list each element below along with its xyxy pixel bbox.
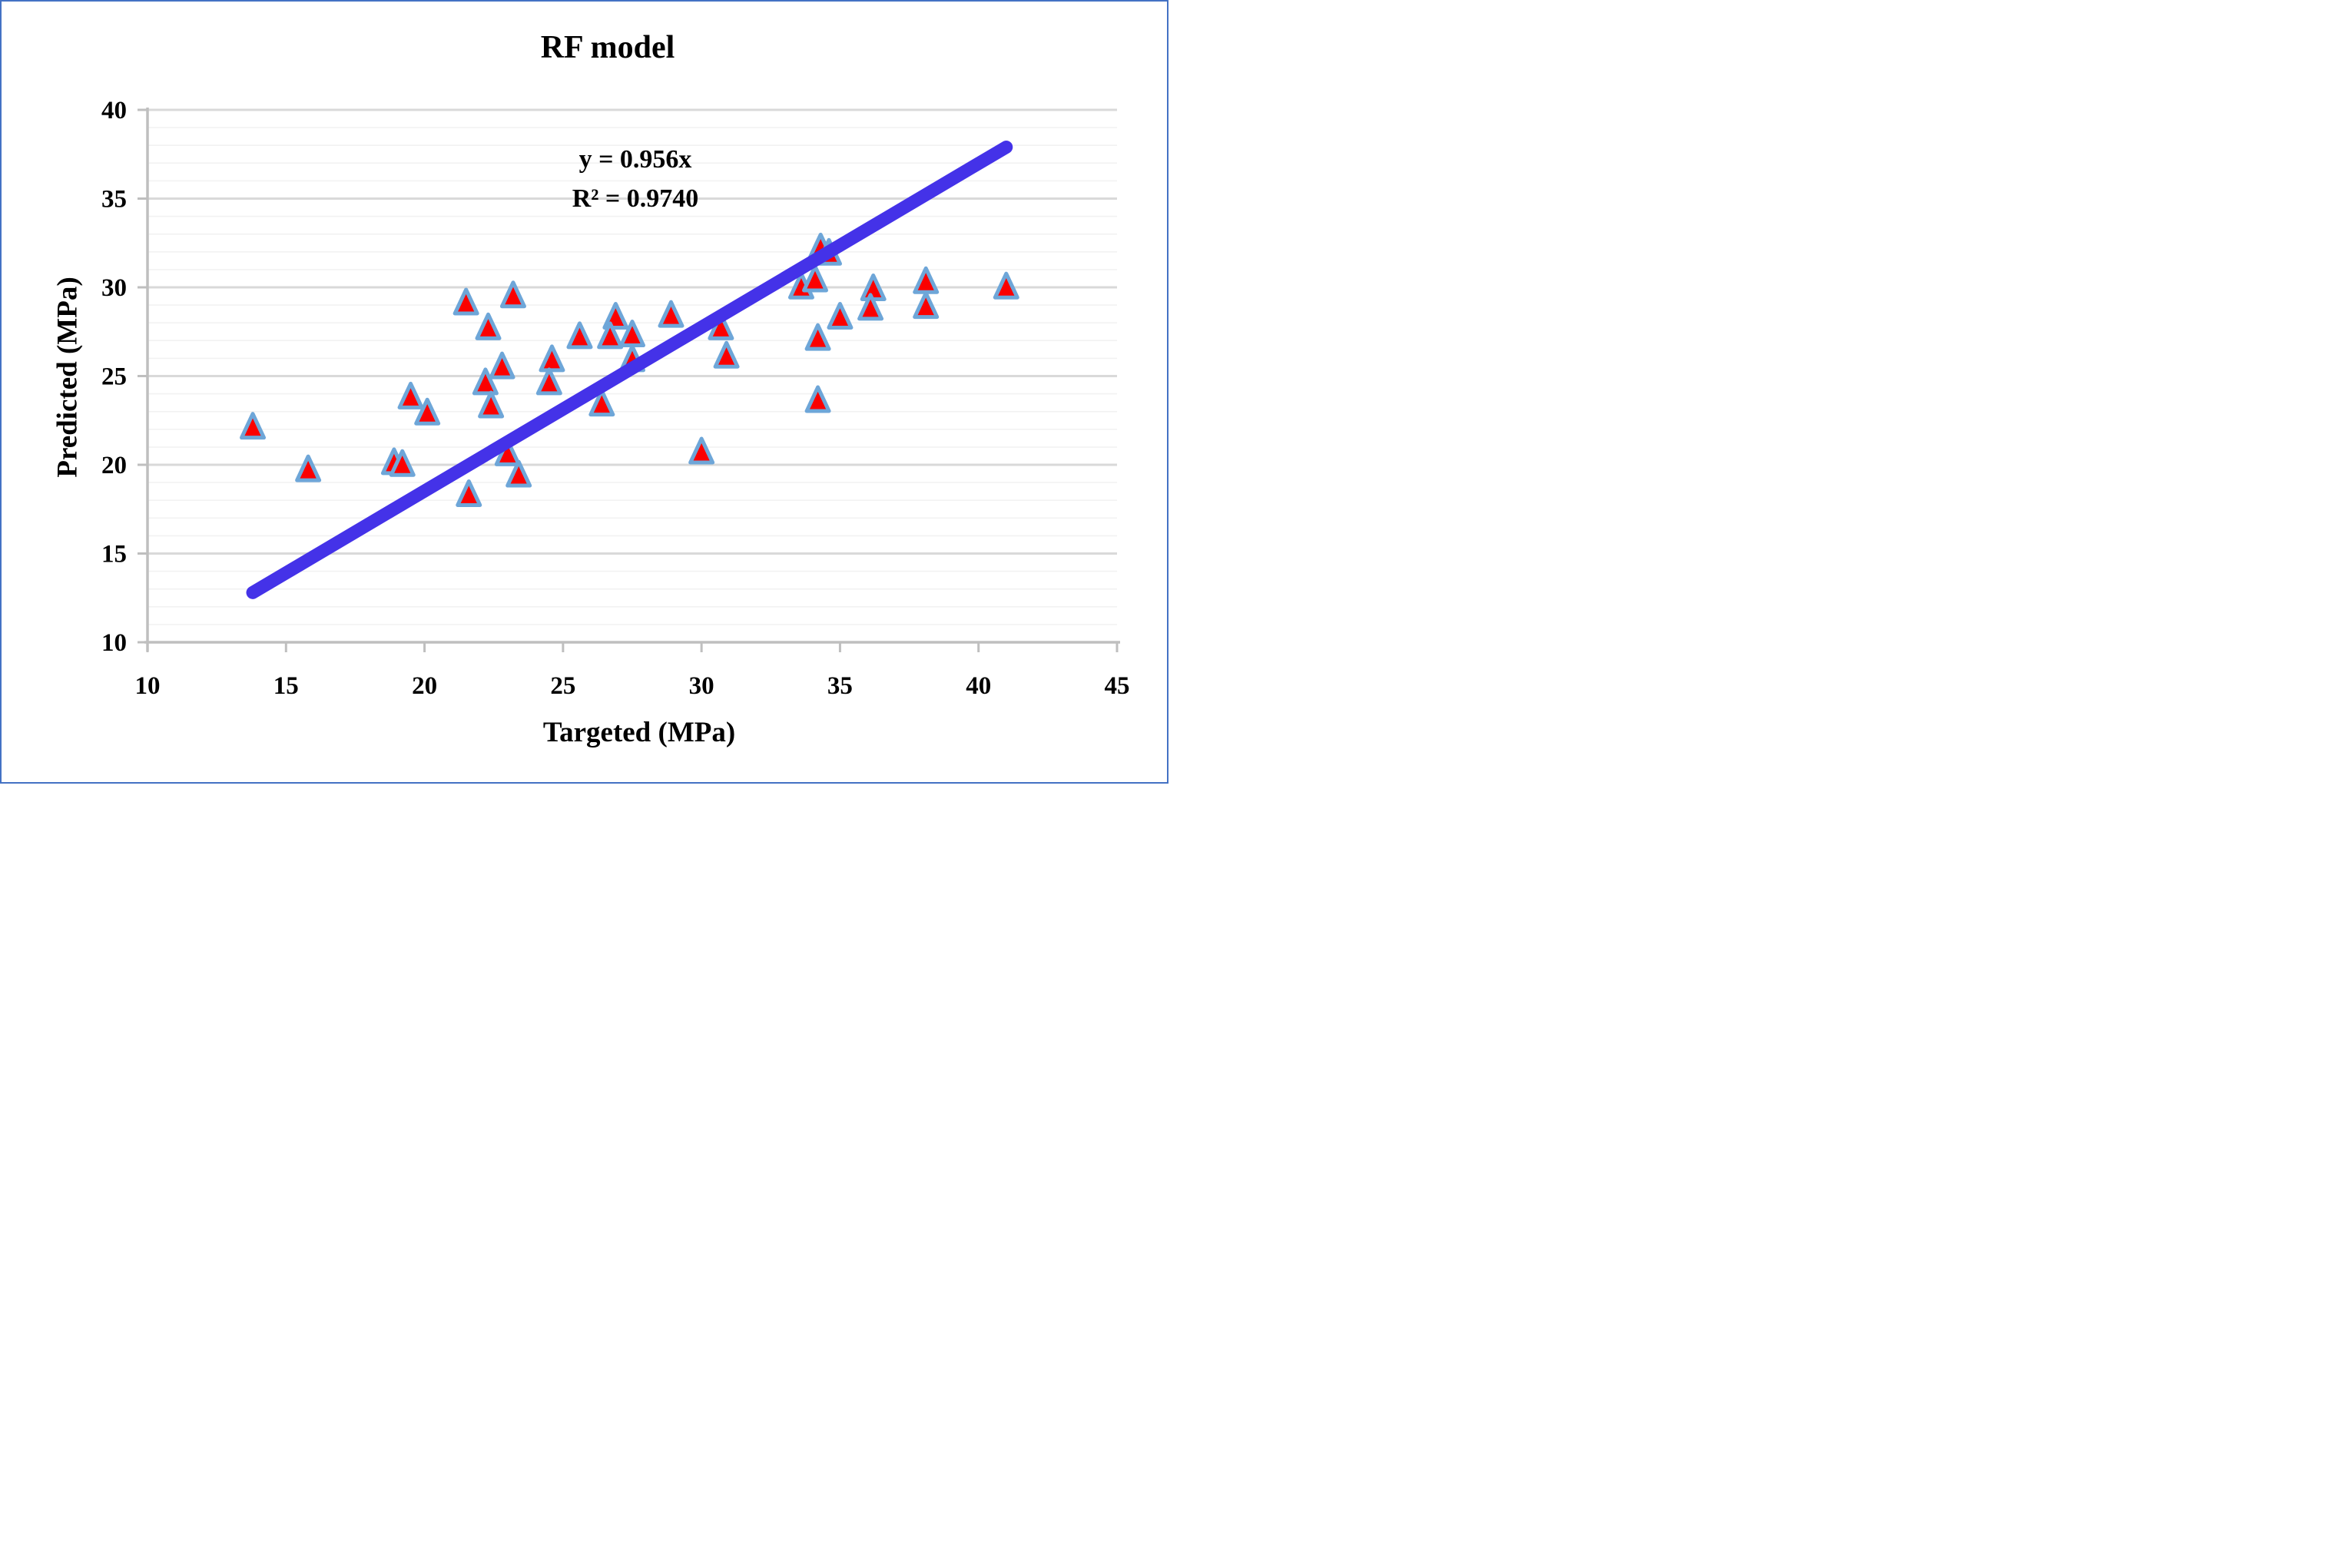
scatter-plot-area: 10 15 20 25 30 35 40 45 10 15 20 25 30 35 40 <box>101 97 1130 700</box>
data-point-marker <box>397 381 424 409</box>
x-tick-label: 35 <box>827 672 853 700</box>
y-tick-label: 35 <box>101 186 127 214</box>
data-point-marker <box>688 436 715 465</box>
y-tick-label: 40 <box>101 97 127 124</box>
data-point-marker <box>535 367 562 396</box>
x-tick-label: 25 <box>550 672 575 700</box>
chart-title: RF model <box>540 30 675 65</box>
y-tick-label: 25 <box>101 363 127 391</box>
chart-figure: 10 15 20 25 30 35 40 45 10 15 20 25 30 35 40 RF model … <box>0 0 1168 784</box>
data-point-marker <box>801 264 828 293</box>
x-tick-label: 15 <box>273 672 299 700</box>
data-point-marker <box>295 454 322 482</box>
data-point-marker <box>472 367 499 396</box>
data-point-marker <box>478 390 505 419</box>
data-point-marker <box>240 412 267 440</box>
data-point-marker <box>566 321 593 350</box>
data-point-marker <box>913 266 940 294</box>
trendline <box>246 141 1013 599</box>
data-point-marker <box>827 301 854 330</box>
data-point-marker <box>804 323 831 351</box>
y-tick-label: 10 <box>101 629 127 657</box>
y-tick-label: 20 <box>101 452 127 479</box>
data-point-marker <box>456 479 482 507</box>
x-tick-label: 20 <box>412 672 437 700</box>
data-point-marker <box>539 344 565 373</box>
data-point-marker <box>713 340 740 369</box>
x-tick-label: 30 <box>689 672 714 700</box>
data-point-marker <box>506 459 532 488</box>
data-point-marker <box>913 291 940 320</box>
data-point-marker <box>499 280 526 309</box>
data-point-marker <box>658 300 685 328</box>
data-point-marker <box>597 321 624 350</box>
data-point-marker <box>489 351 515 380</box>
r-squared-line: R² = 0.9740 <box>572 184 699 213</box>
trendline-equation: y = 0.956x R² = 0.9740 <box>482 140 789 218</box>
y-tick-label: 15 <box>101 541 127 569</box>
equation-line: y = 0.956x <box>578 145 692 174</box>
x-tick-label: 10 <box>135 672 161 700</box>
data-point-marker <box>452 287 479 316</box>
y-tick-label: 30 <box>101 274 127 302</box>
x-tick-label: 45 <box>1105 672 1130 700</box>
data-point-marker <box>414 397 441 426</box>
y-axis-title-text: Predicted (MPa) <box>51 277 84 478</box>
x-tick-label: 40 <box>966 672 991 700</box>
data-point-marker <box>857 293 884 321</box>
data-point-marker <box>804 385 831 413</box>
x-axis-title: Targeted (MPa) <box>542 717 736 748</box>
data-point-marker <box>993 271 1019 300</box>
data-point-marker <box>588 389 615 417</box>
data-point-marker <box>475 312 502 340</box>
data-point-marker <box>389 449 416 477</box>
